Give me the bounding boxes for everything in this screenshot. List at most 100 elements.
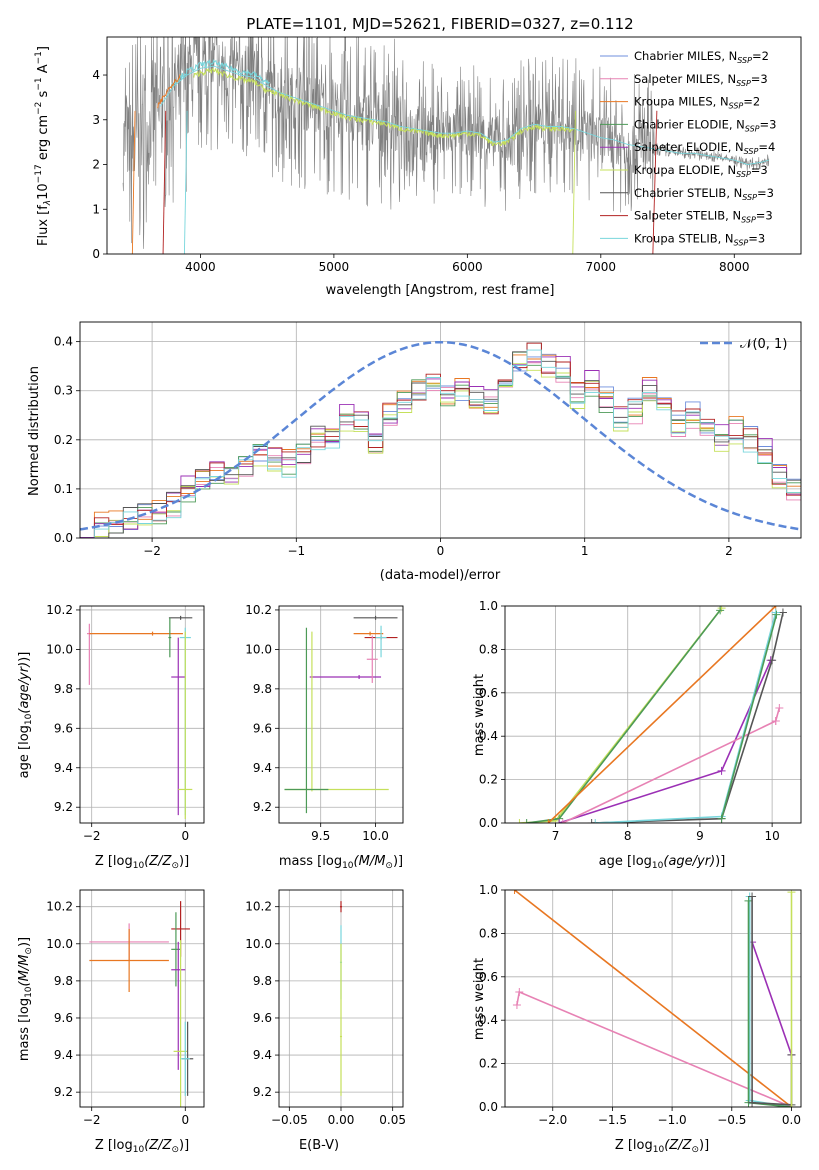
series-line-salpeter_elodie <box>751 941 793 1056</box>
spectrum-model-line <box>193 67 274 95</box>
mass-vs-ebv-plot-area: −0.05 0.00 0.05 9.2 9.4 9.6 9.8 10.0 10.2 <box>245 889 406 1127</box>
series-marker <box>787 1103 796 1107</box>
series-marker <box>512 1001 521 1010</box>
legend-text: Salpeter MILES, N <box>634 72 736 86</box>
errorbar-point <box>284 627 329 814</box>
x-tick-label: −1.0 <box>658 1113 687 1127</box>
spectrum-model-line <box>269 89 575 147</box>
series-marker <box>772 610 781 619</box>
x-tick-label: 0 <box>181 1113 189 1127</box>
series-marker <box>555 819 564 823</box>
series-marker <box>768 656 777 665</box>
spectrum-model-line <box>160 65 770 165</box>
legend-sub: SSP <box>742 193 757 202</box>
plot-content <box>87 615 193 820</box>
series-marker <box>787 890 796 897</box>
errorbar-point <box>309 675 382 679</box>
panel-age-vs-mass: 9.5 10.0 9.2 9.4 9.6 9.8 10.0 10.2 mass [log10(… <box>245 603 404 871</box>
x-tick-label: 0.0 <box>782 1113 801 1127</box>
legend-entry: Salpeter STELIB, NSSP=3 <box>634 209 773 225</box>
panel-mass-vs-ebv: −0.05 0.00 0.05 9.2 9.4 9.6 9.8 10.0 10.2 E(B-V) <box>245 889 406 1153</box>
weight-vs-age-plot-area: 7 8 9 10 0.0 0.2 0.4 0.6 0.8 1.0 <box>479 599 802 843</box>
weight-vs-z-xlabel: Z [log10(Z/Z⊙)] <box>615 1138 709 1155</box>
legend-sub: SSP <box>736 79 751 88</box>
axes-frame <box>504 605 802 824</box>
y-tick-label: 0.8 <box>479 642 498 656</box>
series-marker <box>515 819 524 823</box>
spectrum-model-spike <box>183 110 188 254</box>
legend-sub: SSP <box>734 238 749 247</box>
y-tick-label: 9.8 <box>54 682 73 696</box>
series-line-chabrier_elodie <box>720 614 778 819</box>
legend-entry: Chabrier ELODIE, NSSP=3 <box>634 117 776 133</box>
mass-vs-z-ylabel: mass [log10(M/M⊙)] <box>17 937 34 1061</box>
errorbar-point <box>339 943 343 1096</box>
histogram-step-kroupa_stelib <box>80 349 801 538</box>
spectrum-ylabel: Flux [fλ10−17 erg cm−2 s−1 A−1] <box>34 46 53 246</box>
legend-value: =4 <box>758 140 775 154</box>
errorbar-point <box>171 637 186 816</box>
y-tick-label: 9.4 <box>54 1048 73 1062</box>
errorbar-point <box>168 615 193 620</box>
series-line-kroupa_miles <box>514 890 792 1107</box>
legend-sub: SSP <box>744 147 759 156</box>
axes-frame <box>79 889 205 1108</box>
x-tick-label: −2 <box>143 544 161 558</box>
spectrum-model-line <box>157 74 181 109</box>
y-tick-label: 1.0 <box>479 599 498 613</box>
legend-text: Kroupa MILES, N <box>634 95 729 109</box>
legend-text: Salpeter ELODIE, N <box>634 140 744 154</box>
mass-vs-ebv-xlabel: E(B-V) <box>299 1138 339 1153</box>
series-marker <box>744 896 753 905</box>
spectrum-model-spike <box>572 110 576 254</box>
x-tick-label: −1.5 <box>598 1113 627 1127</box>
x-tick-label: 7 <box>552 829 560 843</box>
y-tick-label: 10.0 <box>46 937 73 951</box>
x-tick-label: 7000 <box>586 260 617 274</box>
plot-content <box>339 901 343 1096</box>
age-vs-mass-plot-area: 9.5 10.0 9.2 9.4 9.6 9.8 10.0 10.2 <box>245 603 404 843</box>
y-tick-label: 9.4 <box>54 761 73 775</box>
legend-sub: SSP <box>736 170 751 179</box>
errorbar-point <box>171 912 181 987</box>
series-marker <box>775 703 784 712</box>
weight-vs-z-plot-area: −2.0 −1.5 −1.0 −0.5 0.0 0.0 0.2 0.4 0.6 0.8 1.0 <box>479 883 802 1127</box>
x-tick-label: −2 <box>83 829 101 843</box>
y-tick-label: 0.8 <box>479 926 498 940</box>
legend-text: Chabrier STELIB, N <box>634 186 742 200</box>
x-tick-label: 1 <box>581 544 589 558</box>
residuals-plot-area: −2 −1 0 1 2 0.0 0.1 0.2 0.3 0.4 𝒩(0, 1) <box>54 321 802 558</box>
age-vs-z-plot-area: −2 0 9.2 9.4 9.6 9.8 10.0 10.2 <box>46 603 205 843</box>
axes-frame <box>278 889 404 1108</box>
panel-mass-vs-z: −2 09.29.49.69.810.010.2 Z [log10(Z/Z⊙)] … <box>17 889 205 1155</box>
legend-value: =3 <box>756 209 773 223</box>
figure-title: PLATE=1101, MJD=52621, FIBERID=0327, z=0… <box>246 15 633 33</box>
y-tick-label: 9.4 <box>253 761 272 775</box>
y-tick-label: 9.6 <box>54 1011 73 1025</box>
legend-value: =3 <box>760 117 777 131</box>
x-tick-label: 8 <box>624 829 632 843</box>
y-tick-label: 9.8 <box>253 682 272 696</box>
y-tick-label: 0.4 <box>479 1013 498 1027</box>
legend-entry: Salpeter ELODIE, NSSP=4 <box>634 140 775 156</box>
legend-sub: SSP <box>729 102 744 111</box>
y-tick-label: 0.4 <box>54 335 73 349</box>
panel-weight-vs-z: −2.0 −1.5 −1.0 −0.5 0.0 0.0 0.2 0.4 0.6 0.8 1.0 Z … <box>472 883 802 1155</box>
y-tick-label: 0.4 <box>479 729 498 743</box>
errorbar-point <box>180 1021 190 1096</box>
y-tick-label: 2 <box>92 158 100 172</box>
series-marker <box>558 819 567 823</box>
weight-vs-z-ylabel: mass weight <box>472 958 487 1040</box>
spectrum-data-line <box>122 37 770 249</box>
residuals-ylabel: Normed distribution <box>27 366 42 496</box>
series-marker <box>771 717 780 726</box>
series-line-salpeter_miles <box>774 707 781 722</box>
age-vs-z-xlabel: Z [log10(Z/Z⊙)] <box>95 854 189 871</box>
legend-text: Salpeter STELIB, N <box>634 209 741 223</box>
x-tick-label: 10 <box>764 829 779 843</box>
series-line-salpeter_miles <box>562 720 777 823</box>
series-marker <box>515 987 524 996</box>
legend-entry: Chabrier MILES, NSSP=2 <box>634 49 769 65</box>
